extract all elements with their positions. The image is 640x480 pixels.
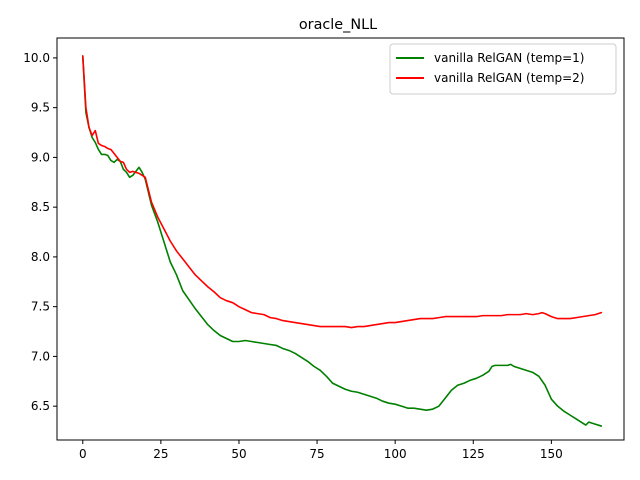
legend-label-2: vanilla RelGAN (temp=2) [434,71,585,85]
legend-box [389,43,617,95]
legend: vanilla RelGAN (temp=1) vanilla RelGAN (t… [389,43,617,95]
series-line-2 [81,55,603,329]
x-axis: 0 25 50 75 100 125 150 [79,440,563,461]
y-tick-label: 9.0 [31,150,50,164]
series-line-1 [81,55,603,427]
chart-title: oracle_NLL [299,17,377,33]
y-axis: 6.5 7.0 7.5 8.0 8.5 9.0 9.5 10.0 [23,51,57,413]
x-tick-label: 125 [462,447,485,461]
x-tick-label: 0 [79,447,87,461]
y-tick-label: 7.0 [31,349,50,363]
x-tick-label: 150 [540,447,563,461]
y-tick-label: 7.5 [31,300,50,314]
plot-frame [56,37,625,441]
x-tick-label: 50 [231,447,246,461]
x-tick-label: 25 [153,447,168,461]
y-tick-label: 10.0 [23,51,50,65]
legend-label-1: vanilla RelGAN (temp=1) [434,51,585,65]
plot-series [81,55,603,427]
y-tick-label: 9.5 [31,101,50,115]
x-tick-label: 75 [309,447,324,461]
y-tick-label: 8.5 [31,200,50,214]
x-tick-label: 100 [384,447,407,461]
y-tick-label: 8.0 [31,250,50,264]
y-tick-label: 6.5 [31,399,50,413]
